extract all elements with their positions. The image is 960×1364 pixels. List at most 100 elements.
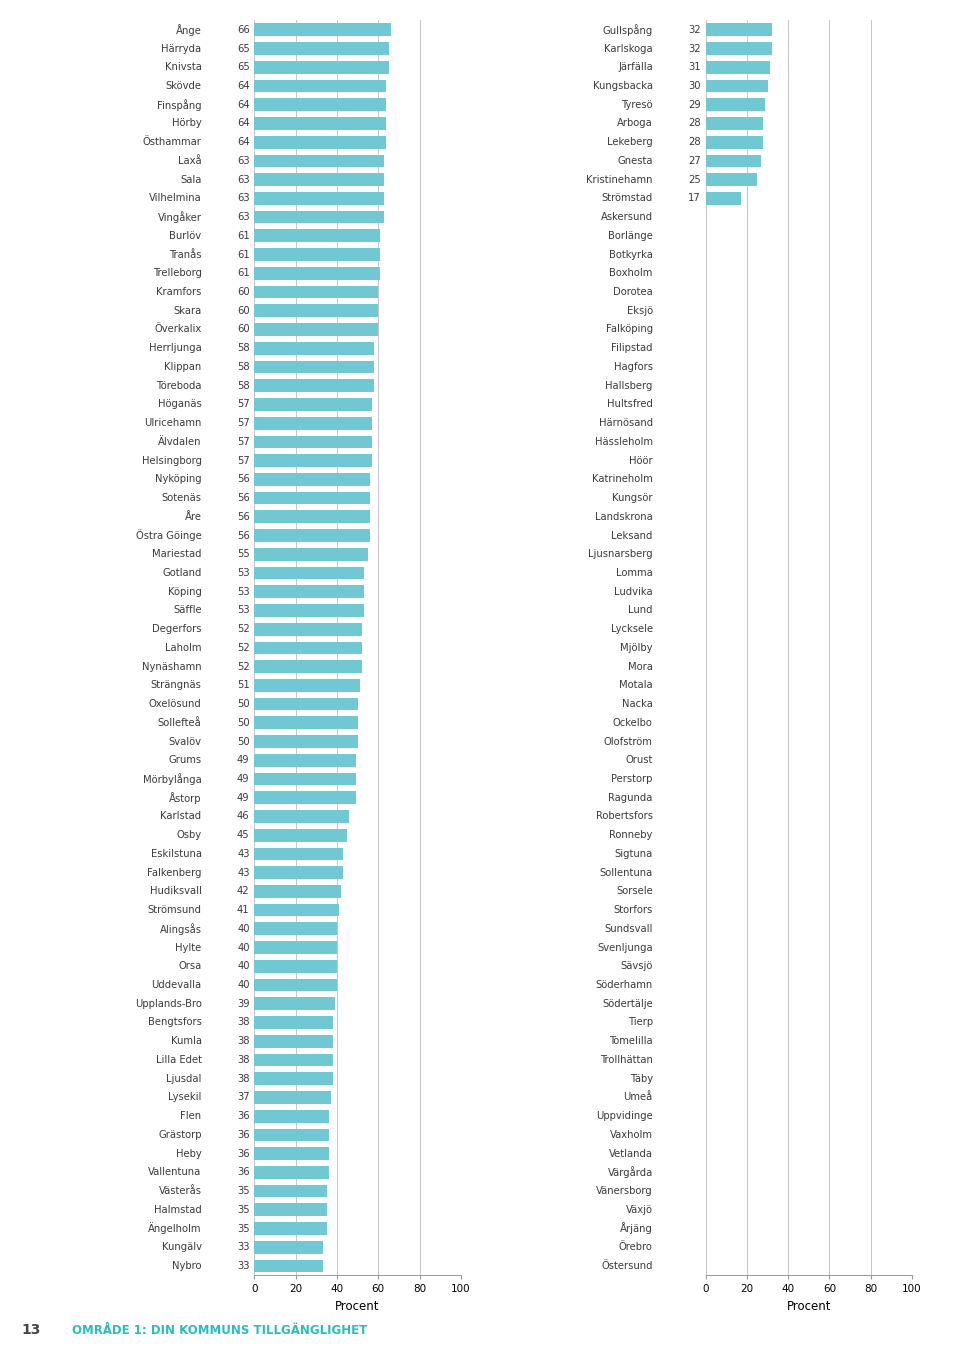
Text: Svalöv: Svalöv [169, 737, 202, 746]
Text: Falköping: Falköping [606, 325, 653, 334]
Text: Falkenberg: Falkenberg [147, 868, 202, 877]
Text: 66: 66 [237, 25, 250, 35]
Text: 46: 46 [237, 812, 250, 821]
Bar [254, 173, 384, 186]
Text: Herrljunga: Herrljunga [149, 344, 202, 353]
Text: 58: 58 [237, 381, 250, 390]
Bar [254, 1016, 333, 1028]
Bar [254, 960, 337, 973]
Text: Årjäng: Årjäng [620, 1222, 653, 1234]
Text: Katrineholm: Katrineholm [592, 475, 653, 484]
Bar [254, 866, 343, 878]
Text: Mjölby: Mjölby [620, 642, 653, 653]
Text: 27: 27 [688, 155, 701, 166]
Text: Östersund: Östersund [601, 1260, 653, 1271]
Text: 63: 63 [237, 213, 250, 222]
Text: Laholm: Laholm [165, 642, 202, 653]
Text: Leksand: Leksand [612, 531, 653, 540]
Text: Ronneby: Ronneby [610, 831, 653, 840]
Bar [254, 379, 374, 391]
Bar [254, 566, 364, 580]
Bar [254, 154, 384, 168]
Text: Alingsås: Alingsås [159, 923, 202, 934]
Text: Halmstad: Halmstad [154, 1204, 202, 1215]
Bar [706, 192, 741, 205]
Bar [254, 847, 343, 861]
Text: Sundsvall: Sundsvall [605, 923, 653, 934]
Bar [254, 304, 378, 318]
Text: Landskrona: Landskrona [595, 512, 653, 522]
Text: Uppvidinge: Uppvidinge [596, 1112, 653, 1121]
Bar [254, 510, 370, 524]
Text: Trelleborg: Trelleborg [153, 269, 202, 278]
Bar [254, 211, 384, 224]
Text: Hylte: Hylte [176, 943, 202, 952]
Text: Tierp: Tierp [628, 1018, 653, 1027]
Text: 49: 49 [237, 756, 250, 765]
Text: Hallsberg: Hallsberg [606, 381, 653, 390]
Text: Hässleholm: Hässleholm [595, 436, 653, 447]
Bar [254, 754, 355, 767]
Bar [254, 1147, 328, 1159]
Text: Östhammar: Östhammar [143, 138, 202, 147]
Text: 52: 52 [237, 642, 250, 653]
Text: 55: 55 [237, 550, 250, 559]
Bar [254, 1128, 328, 1142]
Text: Karlskoga: Karlskoga [604, 44, 653, 53]
Text: 38: 38 [237, 1018, 250, 1027]
Text: Dorotea: Dorotea [613, 286, 653, 297]
Text: Eskilstuna: Eskilstuna [151, 848, 202, 859]
Bar [254, 1166, 328, 1178]
Text: Boxholm: Boxholm [610, 269, 653, 278]
Text: 29: 29 [688, 100, 701, 109]
Text: Härryda: Härryda [161, 44, 202, 53]
Text: 36: 36 [237, 1168, 250, 1177]
Bar [254, 660, 362, 672]
Text: 36: 36 [237, 1112, 250, 1121]
Text: Borlänge: Borlänge [608, 231, 653, 241]
Text: 61: 61 [237, 231, 250, 241]
Text: 13: 13 [21, 1323, 40, 1337]
Text: Gotland: Gotland [162, 567, 202, 578]
Text: Nybro: Nybro [172, 1260, 202, 1271]
Text: 57: 57 [237, 400, 250, 409]
Text: 57: 57 [237, 456, 250, 465]
Bar [254, 454, 372, 466]
Text: 57: 57 [237, 419, 250, 428]
Text: 49: 49 [237, 773, 250, 784]
Text: 63: 63 [237, 194, 250, 203]
Text: Vingåker: Vingåker [157, 211, 202, 224]
Text: 45: 45 [237, 831, 250, 840]
Bar [254, 604, 364, 617]
Text: Sorsele: Sorsele [616, 887, 653, 896]
Text: Grästorp: Grästorp [158, 1129, 202, 1140]
Text: Orsa: Orsa [179, 962, 202, 971]
Text: Ludvika: Ludvika [614, 587, 653, 596]
Text: Gnesta: Gnesta [617, 155, 653, 166]
Text: Kungsör: Kungsör [612, 492, 653, 503]
Text: Hultsfred: Hultsfred [607, 400, 653, 409]
Text: Värgårda: Värgårda [608, 1166, 653, 1178]
Text: 52: 52 [237, 662, 250, 671]
Text: 56: 56 [237, 531, 250, 540]
Bar [254, 716, 357, 730]
Text: Lekeberg: Lekeberg [607, 138, 653, 147]
Text: Tranås: Tranås [169, 250, 202, 259]
Bar [254, 360, 374, 374]
Text: 33: 33 [237, 1260, 250, 1271]
Text: Grums: Grums [168, 756, 202, 765]
Text: Oxelösund: Oxelösund [149, 700, 202, 709]
Bar [254, 323, 378, 336]
Text: Sollefteå: Sollefteå [157, 717, 202, 728]
Bar [254, 342, 374, 355]
Text: Sollentuna: Sollentuna [600, 868, 653, 877]
X-axis label: Procent: Procent [335, 1300, 380, 1314]
Bar [706, 61, 770, 74]
Bar [254, 229, 380, 243]
Text: Östra Göinge: Östra Göinge [136, 529, 202, 542]
Text: Vallentuna: Vallentuna [149, 1168, 202, 1177]
Text: 43: 43 [237, 868, 250, 877]
Text: Botkyrka: Botkyrka [609, 250, 653, 259]
Text: Nacka: Nacka [622, 700, 653, 709]
Text: 60: 60 [237, 306, 250, 316]
